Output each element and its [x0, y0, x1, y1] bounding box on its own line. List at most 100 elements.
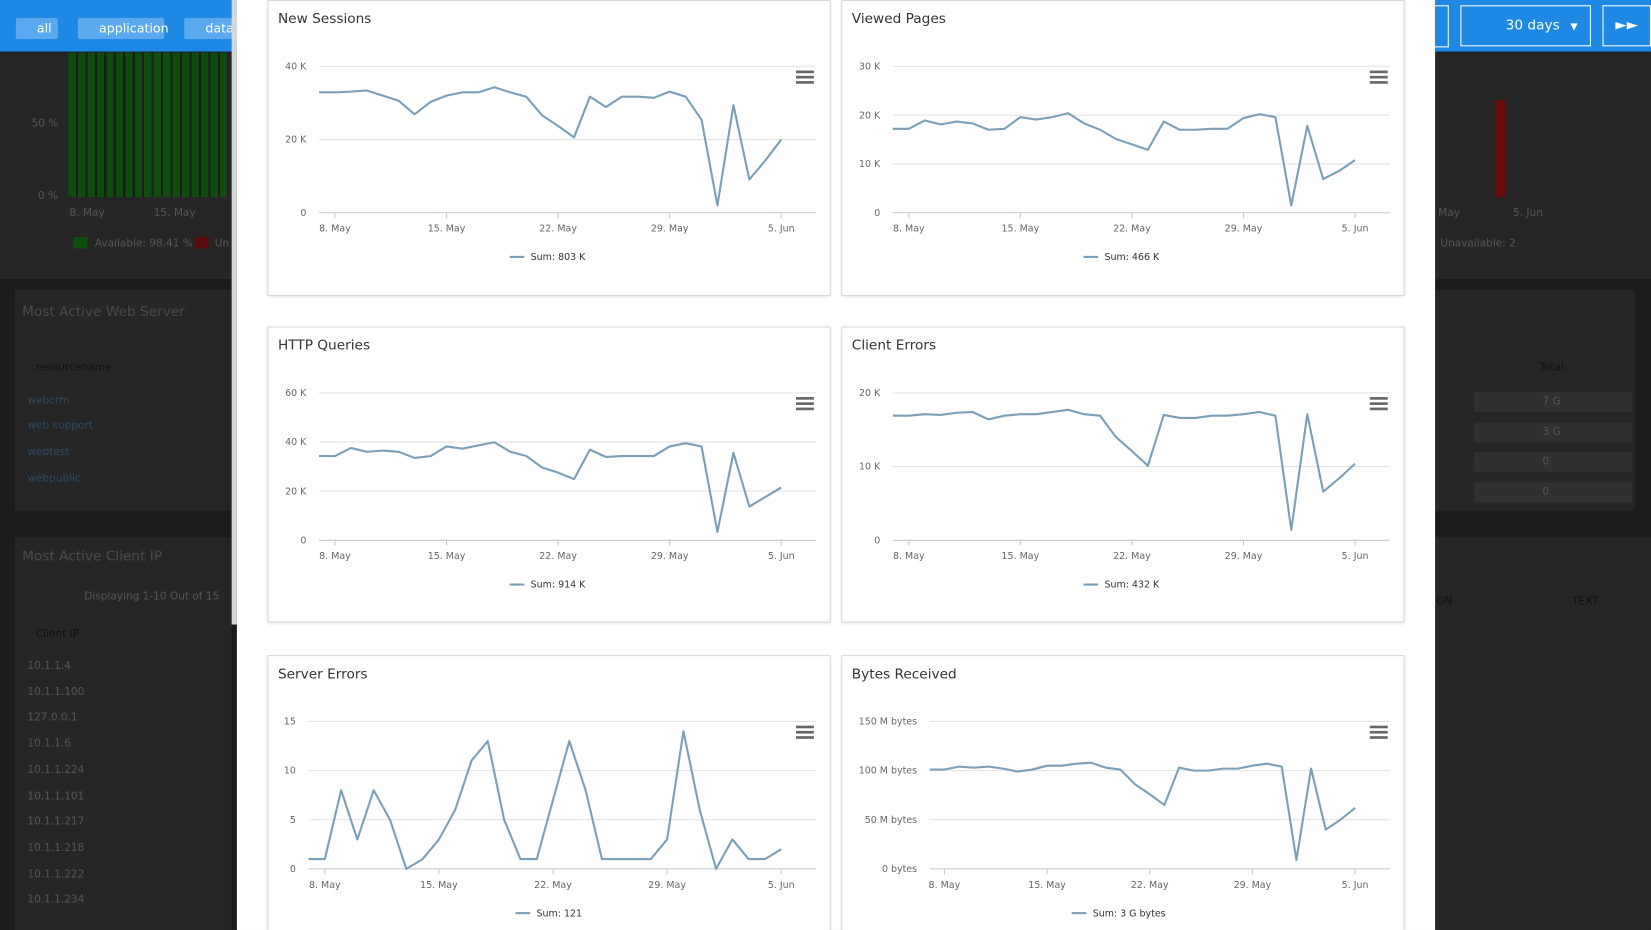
row-link[interactable]: web support: [27, 420, 93, 432]
legend-label: Sum: 466 K: [1104, 252, 1160, 263]
ip-row: 10.1.1.100: [27, 686, 85, 698]
line-series: [929, 761, 1356, 862]
x-tick-label: 29. May: [1234, 880, 1272, 891]
column-header: TEXT: [1571, 596, 1599, 608]
tag[interactable]: application: [77, 17, 169, 39]
ip-row: 10.1.1.217: [27, 816, 85, 829]
chart: Viewed Pages 0 10 K 20 K 30 K 8. May 15. May 22…: [852, 11, 1390, 263]
modal: New Sessions 0 20 K 40 K 8. May 15. May 22. Ma…: [236, 0, 1436, 930]
line-series: [319, 86, 783, 207]
availability-panel: [1435, 52, 1651, 280]
total-cell: [1474, 451, 1632, 472]
menu-icon[interactable]: [1369, 81, 1388, 84]
top-bar: [1435, 0, 1651, 52]
y-tick-label: 0 bytes: [882, 864, 917, 875]
menu-icon[interactable]: [795, 725, 814, 729]
ip-row: 10.1.1.6: [27, 738, 71, 750]
menu-icon[interactable]: [795, 407, 814, 411]
y-tick-label: 10: [284, 766, 296, 777]
x-tick-label: 5. Jun: [768, 880, 795, 891]
menu-icon[interactable]: [795, 402, 814, 405]
row-link[interactable]: webpublic: [27, 472, 81, 485]
x-tick-label: 8. May: [929, 880, 961, 891]
y-tick-label: 30 K: [859, 62, 881, 73]
line-series: [892, 112, 1356, 207]
x-tick-label: 5. Jun: [1342, 880, 1369, 891]
range-button[interactable]: 30 days ▼: [1460, 5, 1591, 47]
modal-edge: [231, 0, 237, 625]
y-tick-label: 0: [874, 208, 880, 219]
line-series: [892, 408, 1356, 532]
x-tick-label: 5. Jun: [768, 224, 795, 235]
ip-row: 127.0.0.1: [27, 712, 78, 724]
y-tick-label: 150 M bytes: [859, 717, 917, 728]
y-tick-label: 20 K: [859, 388, 881, 399]
menu-icon[interactable]: [1369, 736, 1388, 739]
ip-row: 10.1.1.101: [27, 790, 85, 803]
chart: New Sessions 0 20 K 40 K 8. May 15. May 22. Ma…: [278, 11, 816, 263]
y-tick-label: 100 M bytes: [859, 766, 917, 777]
chart-card: HTTP Queries 0 20 K 40 K 60 K 8. May 15. May 22…: [267, 326, 831, 623]
tag[interactable]: all: [15, 17, 58, 39]
ip-row: 10.1.1.222: [27, 868, 85, 881]
y-tick-label: 0: [290, 864, 296, 875]
chart-title: Server Errors: [278, 666, 368, 682]
x-tick-label: 15. May: [420, 880, 458, 891]
client-ip-panel: [1435, 537, 1651, 930]
row-link[interactable]: webtest: [27, 446, 70, 459]
y-tick-label: 0: [300, 535, 306, 546]
ip-row: 10.1.1.234: [27, 894, 85, 907]
menu-icon[interactable]: [1369, 70, 1388, 74]
legend-swatch: [194, 236, 209, 249]
menu-icon[interactable]: [1369, 730, 1388, 734]
chart-card: Bytes Received 0 bytes 50 M bytes 100 M byt…: [841, 655, 1405, 930]
chart-title: Bytes Received: [852, 666, 957, 682]
chart-card: Client Errors 0 10 K 20 K 8. May 15. May 22. M…: [841, 326, 1405, 623]
legend-label: Sum: 803 K: [531, 252, 587, 263]
x-tick-label: 22. May: [1131, 880, 1169, 891]
y-tick-label: 5: [290, 815, 296, 826]
x-tick-label: 8. May: [319, 224, 351, 235]
row-link[interactable]: webcrm: [27, 394, 70, 407]
chart-card: New Sessions 0 20 K 40 K 8. May 15. May 22. Ma…: [267, 0, 831, 296]
axis-label: 15. May: [153, 207, 196, 220]
legend-label: Sum: 914 K: [531, 580, 587, 591]
panel-title: Most Active Client IP: [22, 548, 163, 565]
axis-label: 50 %: [31, 117, 59, 130]
menu-icon[interactable]: [1369, 397, 1388, 400]
menu-icon[interactable]: [795, 730, 814, 734]
axis-label: May: [1438, 207, 1461, 220]
ip-row: 10.1.1.224: [27, 764, 85, 776]
legend-label: Sum: 121: [537, 908, 583, 919]
total-value: 3 G: [1542, 426, 1561, 438]
web-server-panel: [14, 289, 232, 511]
legend-label: Unavailable: 2: [1440, 238, 1516, 250]
total-value: 0: [1542, 486, 1550, 498]
menu-icon[interactable]: [795, 397, 814, 400]
menu-icon[interactable]: [1369, 402, 1388, 405]
line-series: [308, 730, 782, 870]
y-tick-label: 60 K: [285, 388, 307, 399]
caret: ▼: [1570, 22, 1578, 33]
y-tick-label: 20 K: [285, 486, 307, 497]
y-tick-label: 0: [300, 208, 306, 219]
menu-icon[interactable]: [1369, 725, 1388, 729]
chart: Server Errors 0 5 10 15 8. May 15. May 22. May 2…: [278, 666, 816, 919]
forward-button[interactable]: ►►: [1602, 5, 1651, 47]
x-tick-label: 8. May: [319, 551, 351, 562]
x-tick-label: 29. May: [648, 880, 686, 891]
menu-icon[interactable]: [795, 81, 814, 84]
menu-icon[interactable]: [795, 75, 814, 79]
menu-icon[interactable]: [795, 736, 814, 739]
range-label: 30 days: [1505, 17, 1560, 34]
button[interactable]: [1435, 5, 1449, 48]
total-cell: [1474, 391, 1632, 412]
menu-icon[interactable]: [795, 70, 814, 74]
x-tick-label: 22. May: [1113, 224, 1151, 235]
chart: Client Errors 0 10 K 20 K 8. May 15. May 22. M…: [852, 338, 1390, 591]
menu-icon[interactable]: [1369, 75, 1388, 79]
column-header: resourcename: [35, 362, 112, 374]
menu-icon[interactable]: [1369, 407, 1388, 411]
x-tick-label: 15. May: [1028, 880, 1066, 891]
